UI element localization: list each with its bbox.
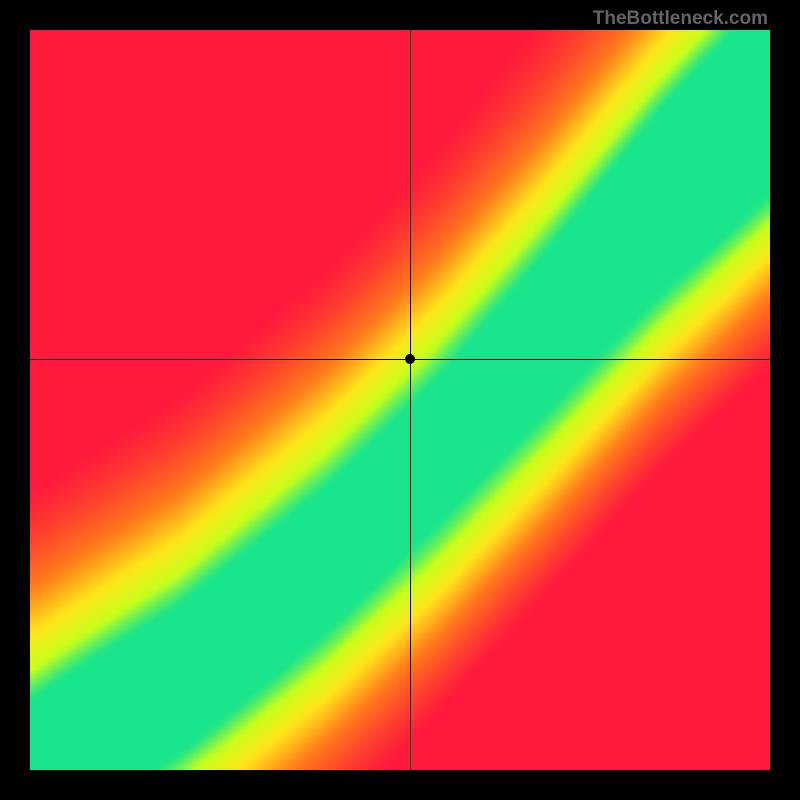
heatmap-canvas (30, 30, 770, 770)
watermark-text: TheBottleneck.com (593, 8, 768, 30)
crosshair-marker (405, 354, 415, 364)
crosshair-vertical-line (410, 30, 411, 770)
crosshair-horizontal-line (30, 359, 770, 360)
heatmap-plot-area (30, 30, 770, 770)
